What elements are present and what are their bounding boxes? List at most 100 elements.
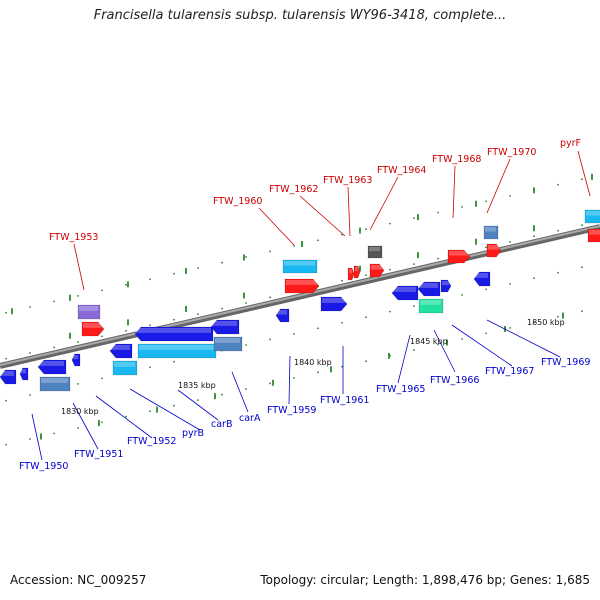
gene-label-ftw-1959[interactable]: FTW_1959	[267, 405, 316, 416]
gene-ftw-1966-green[interactable]	[418, 298, 444, 314]
gene-ftw-1959-blue[interactable]	[275, 308, 290, 323]
gene-carb-blue-shine[interactable]	[136, 328, 211, 333]
leader-lower-0	[31, 413, 43, 461]
gene-ftw-1965-blue[interactable]	[391, 285, 419, 301]
gene-ftw-1950-blue-shine[interactable]	[1, 371, 14, 376]
guide-track-inner-top-dot	[101, 335, 103, 338]
gene-label-ftw-1962[interactable]: FTW_1962	[269, 184, 318, 195]
leader-upper-1	[258, 207, 295, 246]
gene-label-ftw-1961[interactable]: FTW_1961	[320, 395, 369, 406]
gene-ftw-1970-steel-shine[interactable]	[485, 227, 496, 232]
gene-ftw-1967-blue-shine[interactable]	[442, 281, 449, 286]
guide-track-inner-top-dot	[533, 235, 535, 238]
gene-ftw-1951-blue-shine[interactable]	[39, 361, 64, 366]
guide-track-outer-bottom-dot	[77, 427, 79, 429]
guide-track-inner-top-dot	[365, 274, 367, 277]
gene-label-ftw-1960[interactable]: FTW_1960	[213, 196, 262, 207]
gene-carb-cyan-shine[interactable]	[139, 345, 214, 350]
gene-label-carb[interactable]: carB	[211, 419, 232, 430]
gene-ftw-1960-red-shine[interactable]	[286, 280, 317, 285]
gene-ftw-1960-cyan-shine[interactable]	[284, 261, 315, 266]
gene-label-ftw-1967[interactable]: FTW_1967	[485, 366, 534, 377]
gene-label-cara[interactable]: carA	[239, 413, 261, 424]
gene-label-ftw-1964[interactable]: FTW_1964	[377, 165, 426, 176]
gene-ftw-1961-blue-shine[interactable]	[322, 298, 345, 303]
guide-track-inner-bottom-dot	[557, 271, 559, 274]
gene-carb-cyan[interactable]	[137, 343, 217, 359]
gene-ftw-1960-red[interactable]	[284, 278, 320, 294]
gene-ftw-1969-blue-shine[interactable]	[475, 273, 488, 278]
gene-ftw-1953-red[interactable]	[81, 321, 105, 337]
gene-ftw-1952-blue-shine[interactable]	[73, 355, 78, 360]
gene-ftw-1970-red[interactable]	[486, 243, 502, 258]
guide-track-inner-top-dot	[341, 279, 343, 282]
leader-upper-0	[73, 243, 85, 291]
gene-ftw-1970-steel[interactable]	[483, 225, 499, 240]
gene-ftw-1964-red-shine[interactable]	[371, 265, 382, 270]
gene-ftw-1968-red-shine[interactable]	[449, 251, 468, 256]
guide-track-inner-bottom-dot	[293, 332, 295, 335]
gene-ftw-1953-purple-shine[interactable]	[79, 306, 98, 311]
gene-ftw-1953-red-shine[interactable]	[83, 323, 102, 328]
gene-label-ftw-1963[interactable]: FTW_1963	[323, 175, 372, 186]
guide-track-inner-bottom-dot	[269, 338, 271, 341]
gene-ftw-1959-blue-shine[interactable]	[277, 310, 287, 315]
gene-ftw-1966-blue-shine[interactable]	[419, 283, 438, 288]
gene-carb-blue[interactable]	[134, 326, 214, 342]
gene-label-ftw-1969[interactable]: FTW_1969	[541, 357, 590, 368]
gene-pyrf-red-shine[interactable]	[589, 230, 600, 235]
gene-ftw-1963-red[interactable]	[353, 265, 361, 279]
gene-ftw-1952-blue[interactable]	[71, 353, 81, 367]
guide-track-outer-bottom-dot	[197, 399, 199, 402]
guide-track-outer-bottom-dot	[317, 371, 319, 374]
guide-track-outer-top-dot	[389, 222, 391, 225]
gene-ftw-1968-red[interactable]	[447, 249, 471, 264]
gene-cara-blue-shine[interactable]	[212, 321, 237, 326]
gene-ftw-1953-purple[interactable]	[77, 304, 101, 320]
gene-ftw-1960-cyan[interactable]	[282, 259, 318, 274]
gene-ftw-1966-blue[interactable]	[417, 281, 441, 297]
gene-pyrf-cyan-shine[interactable]	[586, 211, 600, 216]
gene-ftw-1962-red-shine[interactable]	[349, 269, 352, 274]
gene-ftw-1950b-blue[interactable]	[19, 367, 29, 381]
gene-ftw-1952b-blue[interactable]	[109, 343, 133, 359]
gene-ftw-1970-red-shine[interactable]	[488, 245, 499, 250]
gene-label-ftw-1970[interactable]: FTW_1970	[487, 147, 536, 158]
gene-label-ftw-1952[interactable]: FTW_1952	[127, 436, 176, 447]
label-leaders	[31, 150, 591, 461]
gene-label-ftw-1953[interactable]: FTW_1953	[49, 232, 98, 243]
gene-ftw-1951-blue[interactable]	[37, 359, 67, 375]
gene-ftw-1964-gray-shine[interactable]	[369, 247, 380, 252]
gene-ftw-1951-steel[interactable]	[39, 376, 71, 392]
gene-pyrf-cyan[interactable]	[584, 209, 600, 224]
gene-pyrb-cyan-shine[interactable]	[114, 362, 135, 367]
gene-pyrb-cyan[interactable]	[112, 360, 138, 376]
gene-ftw-1969-blue[interactable]	[473, 271, 491, 287]
gene-cara-blue[interactable]	[210, 319, 240, 335]
gene-ftw-1962-red[interactable]	[347, 267, 355, 281]
gene-ftw-1966-green-shine[interactable]	[420, 300, 441, 305]
gene-cara-steel-shine[interactable]	[215, 338, 240, 343]
guide-track-inner-bottom-dot	[29, 394, 31, 396]
leader-upper-4	[369, 176, 399, 231]
gene-label-pyrb[interactable]: pyrB	[182, 428, 204, 439]
gene-ftw-1967-blue[interactable]	[440, 279, 452, 293]
gene-label-ftw-1965[interactable]: FTW_1965	[376, 384, 425, 395]
gene-label-ftw-1966[interactable]: FTW_1966	[430, 375, 479, 386]
gene-label-ftw-1950[interactable]: FTW_1950	[19, 461, 68, 472]
gene-label-ftw-1968[interactable]: FTW_1968	[432, 154, 481, 165]
gene-ftw-1965-blue-shine[interactable]	[393, 287, 416, 292]
gene-ftw-1961-blue[interactable]	[320, 296, 348, 312]
gene-label-ftw-1951[interactable]: FTW_1951	[74, 449, 123, 460]
gene-ftw-1963-red-shine[interactable]	[355, 267, 358, 272]
gene-ftw-1952b-blue-shine[interactable]	[111, 345, 130, 350]
gene-ftw-1950-blue[interactable]	[0, 369, 17, 385]
gene-label-pyrf[interactable]: pyrF	[560, 138, 581, 149]
gene-cara-steel[interactable]	[213, 336, 243, 352]
guide-track-outer-bottom-dot	[461, 338, 463, 340]
gene-ftw-1951-steel-shine[interactable]	[41, 378, 68, 383]
guide-track-inner-bottom-dot	[509, 282, 511, 285]
gene-ftw-1964-gray[interactable]	[367, 245, 383, 259]
gene-ftw-1950b-blue-shine[interactable]	[21, 369, 26, 374]
gene-ftw-1964-red[interactable]	[369, 263, 385, 278]
